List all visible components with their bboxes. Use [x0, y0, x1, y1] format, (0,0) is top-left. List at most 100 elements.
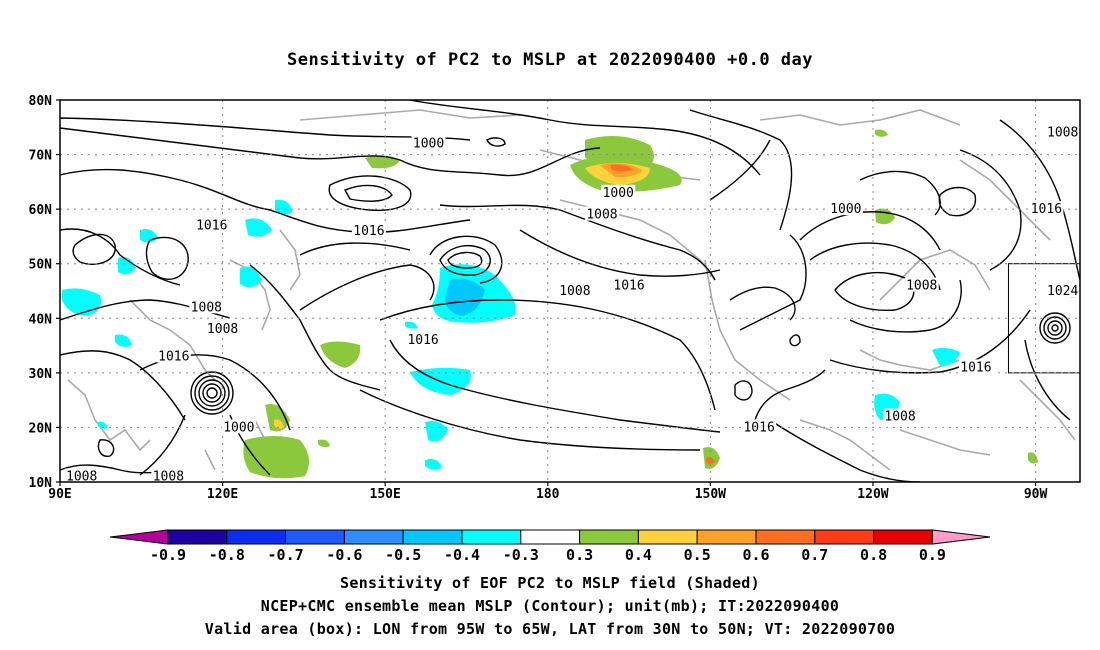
longitude-axis: 90E120E150E180150W120W90W60W — [48, 482, 1048, 502]
shade-patch — [62, 288, 102, 316]
valid-area-box — [1007, 263, 1080, 374]
lat-tick-label: 80N — [29, 94, 53, 109]
colorbar-high-triangle — [931, 529, 991, 545]
colorbar-tick-label: 0.5 — [684, 546, 711, 564]
lat-tick-label: 50N — [29, 258, 53, 273]
svg-text:1016: 1016 — [613, 279, 644, 294]
map-title: Sensitivity of PC2 to MSLP at 2022090400… — [286, 50, 813, 70]
colorbar-cell — [579, 529, 639, 545]
colorbar-tick-label: 0.6 — [742, 546, 769, 564]
shade-patch — [320, 341, 361, 368]
shade-patch — [932, 347, 960, 366]
shade-patch — [274, 419, 284, 429]
colorbar-cell — [285, 529, 345, 545]
svg-text:1008: 1008 — [906, 279, 937, 294]
colorbar-cell — [755, 529, 816, 545]
svg-text:1008: 1008 — [559, 284, 590, 299]
caption-contour: NCEP+CMC ensemble mean MSLP (Contour); u… — [260, 597, 840, 615]
lat-tick-label: 40N — [29, 312, 53, 327]
shade-patch — [318, 439, 330, 448]
contour-label: 1008 — [557, 283, 592, 299]
svg-text:1016: 1016 — [1031, 202, 1062, 217]
colorbar: -0.9 -0.8 -0.7 -0.6 -0.5 -0.4 -0.3 0.3 0.4 0.5 0.6… — [109, 529, 991, 564]
svg-text:1016: 1016 — [196, 219, 227, 234]
contour-label: 1000 — [601, 184, 636, 201]
shade-patch — [265, 404, 290, 432]
svg-text:1016: 1016 — [960, 360, 991, 375]
colorbar-cell — [520, 529, 581, 545]
svg-text:1000: 1000 — [603, 186, 634, 201]
contour-label: 1000 — [411, 135, 446, 152]
colorbar-cell — [402, 529, 463, 545]
contour-label: 1016 — [742, 419, 777, 435]
lat-tick-label: 70N — [29, 149, 53, 164]
colorbar-tick-label: -0.3 — [503, 546, 539, 564]
svg-text:1016: 1016 — [407, 333, 438, 348]
caption-valid-area: Valid area (box): LON from 95W to 65W, L… — [204, 620, 896, 638]
shade-patch — [365, 155, 400, 169]
contour-label: 1016 — [958, 359, 993, 375]
svg-text:1000: 1000 — [223, 420, 254, 435]
colorbar-cell — [814, 529, 875, 545]
colorbar-tick-label: 0.8 — [860, 546, 887, 564]
lon-tick-label: 90E — [48, 487, 71, 502]
shade-patch — [1028, 452, 1038, 464]
shade-patch — [425, 459, 442, 470]
contour-label: 1016 — [406, 332, 441, 348]
svg-text:1000: 1000 — [413, 137, 444, 152]
lon-tick-label: 120E — [207, 487, 238, 502]
shade-patch — [275, 199, 292, 215]
contour-label: 1000 — [221, 419, 256, 435]
contour-label: 1008 — [904, 277, 939, 294]
colorbar-tick-label: -0.6 — [326, 546, 362, 564]
lat-tick-label: 30N — [29, 367, 53, 382]
lon-tick-label: 150E — [370, 487, 401, 502]
svg-text:1008: 1008 — [191, 300, 222, 315]
colorbar-tick-label: -0.9 — [150, 546, 186, 564]
colorbar-tick-label: 0.9 — [919, 546, 946, 564]
colorbar-tick-label: -0.7 — [268, 546, 304, 564]
mslp-contours — [60, 100, 1080, 482]
contour-labels: 1000 1008 1000 1000 1008 1016 1016 1016 1008 1008… — [64, 124, 1100, 485]
colorbar-tick-label: 0.3 — [566, 546, 593, 564]
svg-text:1016: 1016 — [353, 224, 384, 239]
shade-patch — [425, 421, 448, 442]
contour-label: 1008 — [883, 408, 918, 425]
map-frame — [59, 99, 1081, 483]
shade-patch — [610, 164, 633, 172]
shade-patch — [240, 266, 262, 288]
contour-label: 1000 — [828, 201, 863, 217]
svg-text:1008: 1008 — [207, 322, 238, 337]
svg-text:1008: 1008 — [153, 470, 184, 485]
lat-tick-label: 10N — [29, 476, 53, 491]
lon-tick-label: 90W — [1024, 487, 1048, 502]
colorbar-tick-label: -0.8 — [209, 546, 245, 564]
shade-patch — [706, 457, 715, 464]
sensitivity-map: 1000 1008 1000 1000 1008 1016 1016 1016 1008 1008… — [29, 94, 1100, 502]
shade-patch — [875, 129, 888, 137]
contour-label: 1016 — [156, 348, 191, 364]
colorbar-cell — [461, 529, 522, 545]
colorbar-low-triangle — [109, 529, 169, 545]
contour-label: 1008 — [64, 468, 99, 485]
lon-tick-label: 120W — [857, 487, 888, 502]
svg-text:1008: 1008 — [66, 470, 97, 485]
shade-patch — [118, 257, 136, 275]
colorbar-cell — [696, 529, 757, 545]
colorbar-cell — [167, 529, 228, 545]
contour-label: 1008 — [205, 321, 240, 337]
contour-label: 1016 — [1094, 370, 1100, 386]
coastlines — [67, 109, 1076, 471]
contour-label: 1008 — [151, 468, 186, 485]
sensitivity-shading — [62, 129, 1078, 479]
colorbar-tick-label: 0.4 — [625, 546, 652, 564]
contour-label: 1016 — [351, 222, 386, 239]
colorbar-tick-label: -0.4 — [444, 546, 480, 564]
shade-patch — [875, 208, 895, 225]
contour-label: 1008 — [189, 299, 224, 315]
contour-label: 1024 — [1045, 283, 1080, 299]
svg-text:1016: 1016 — [1096, 371, 1100, 386]
svg-text:1008: 1008 — [586, 208, 617, 223]
colorbar-cell — [873, 529, 933, 545]
contour-label: 1008 — [1045, 124, 1080, 141]
